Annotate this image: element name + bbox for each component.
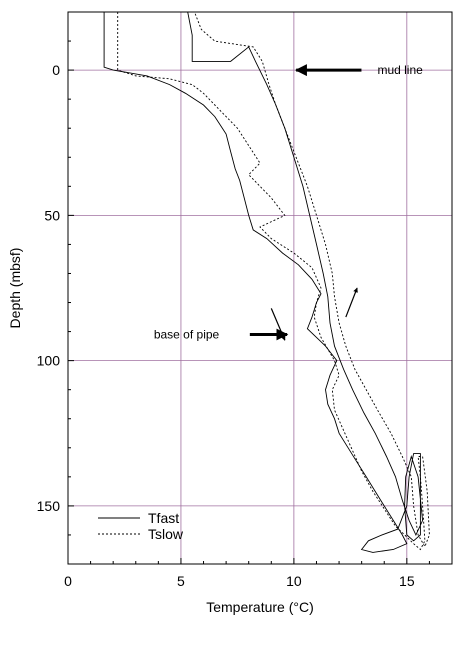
direction-arrow-down [270,308,286,341]
y-axis-label: Depth (mbsf) [7,248,23,329]
x-tick-label: 10 [286,573,302,589]
legend-label: Tslow [148,526,184,542]
legend-label: Tfast [148,510,179,526]
direction-arrow-up [345,287,358,318]
x-tick-label: 15 [399,573,415,589]
x-tick-label: 0 [64,573,72,589]
annotation-label: mud line [377,63,423,77]
series-layer [103,11,430,553]
y-tick-label: 100 [37,353,61,369]
x-axis-label: Temperature (°C) [206,599,314,615]
grid [68,12,452,564]
x-tick-label: 5 [177,573,185,589]
series-line-2 [117,11,430,551]
plot-frame [67,11,453,565]
y-tick-label: 50 [44,207,60,223]
annotations: mud line base of pipe [154,63,423,341]
series-line-1 [103,11,424,553]
y-tick-label: 0 [52,62,60,78]
annotation-label: base of pipe [154,327,220,341]
y-tick-label: 150 [37,498,61,514]
